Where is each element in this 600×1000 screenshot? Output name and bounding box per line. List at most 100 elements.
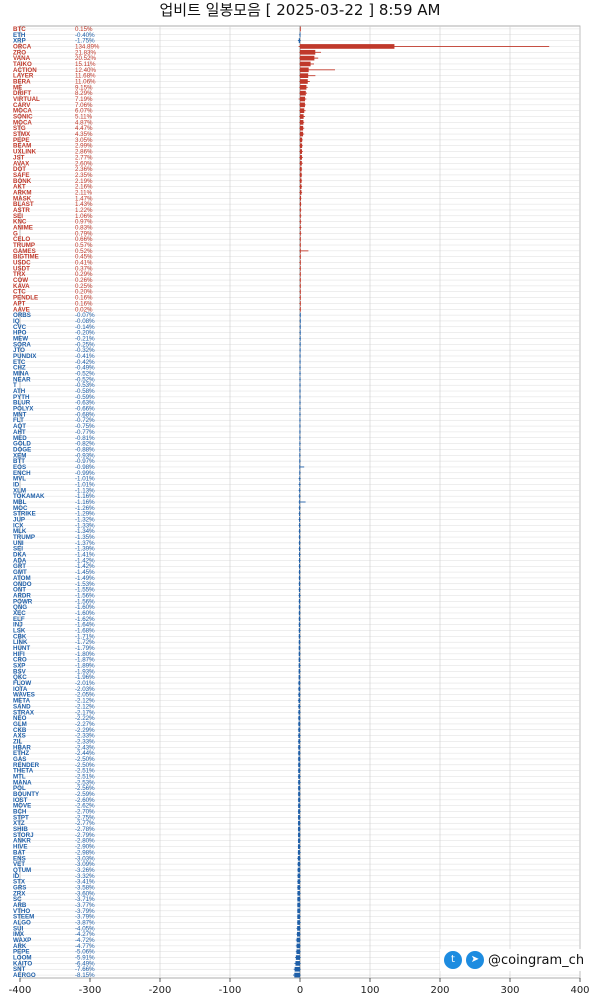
bar	[297, 879, 300, 884]
row-value: -1.39%	[75, 546, 95, 553]
row-name: BLUR	[13, 400, 31, 407]
bar	[299, 330, 301, 335]
bar	[299, 493, 300, 499]
bar	[300, 26, 301, 32]
row-name: SHIB	[13, 826, 28, 833]
row-value: -2.51%	[75, 768, 95, 775]
row-value: -6.49%	[75, 960, 95, 967]
row-name: DOGE	[13, 446, 31, 453]
row-name: CVC	[13, 324, 27, 331]
bar	[299, 563, 300, 569]
row-name: ETHZ	[13, 750, 29, 757]
row-value: -0.49%	[75, 365, 95, 372]
row-name: TAIKO	[13, 61, 32, 68]
bar	[298, 733, 300, 738]
row-name: USDT	[13, 265, 30, 272]
bar	[299, 458, 301, 464]
row-value: -8.15%	[75, 972, 95, 979]
row-value: -3.77%	[75, 902, 95, 909]
bar	[298, 727, 300, 733]
bar	[300, 61, 311, 67]
row-value: 2.77%	[75, 154, 93, 161]
row-value: -1.68%	[75, 627, 95, 634]
row-name: GAMES	[13, 248, 36, 255]
row-value: -2.12%	[75, 703, 95, 710]
row-value: -0.25%	[75, 341, 95, 348]
bar	[300, 143, 303, 149]
bar	[299, 318, 301, 324]
bar	[298, 791, 300, 797]
row-value: -1.01%	[75, 476, 95, 483]
row-name: EOS	[13, 464, 26, 471]
row-name: STORJ	[13, 832, 34, 839]
row-value: 12.40%	[75, 67, 96, 74]
bar	[297, 920, 300, 925]
row-value: -2.77%	[75, 820, 95, 827]
row-name: INJ	[13, 622, 23, 629]
bar	[299, 412, 301, 417]
row-name: GMT	[13, 569, 27, 576]
row-value: -0.93%	[75, 452, 95, 459]
x-tick-label: -300	[79, 985, 102, 996]
row-name: QKC	[13, 674, 27, 681]
row-value: -1.26%	[75, 505, 95, 512]
row-value: 1.47%	[75, 195, 93, 202]
row-name: STRAX	[13, 709, 35, 716]
bar	[299, 365, 301, 371]
bar	[300, 207, 301, 213]
row-name: XTZ	[13, 820, 25, 827]
bar	[300, 102, 305, 108]
bar	[299, 423, 301, 429]
row-name: TOKAMAK	[13, 493, 45, 500]
bar	[296, 937, 300, 943]
row-value: 0.37%	[75, 265, 93, 272]
bars	[293, 26, 550, 978]
bar	[299, 382, 301, 388]
x-tick-label: 200	[430, 985, 449, 996]
row-name: MASK	[13, 195, 32, 202]
row-value: 2.11%	[75, 189, 93, 196]
bar	[299, 32, 301, 38]
bar	[299, 371, 301, 376]
bar	[298, 651, 300, 657]
bar	[298, 739, 300, 744]
row-value: 2.36%	[75, 166, 93, 173]
x-tick-label: 400	[570, 985, 589, 996]
bar	[298, 774, 300, 779]
bar	[299, 347, 301, 353]
row-value: -2.51%	[75, 774, 95, 781]
bar	[299, 435, 301, 441]
row-value: 1.06%	[75, 213, 93, 220]
row-value: -0.53%	[75, 382, 95, 389]
row-name: IQ	[13, 318, 20, 325]
bar	[300, 219, 301, 224]
bar	[298, 698, 300, 703]
bar	[298, 645, 300, 651]
row-value: -0.98%	[75, 464, 95, 471]
row-name: HIFI	[13, 651, 25, 658]
row-value: -1.96%	[75, 674, 95, 681]
row-name: MLK	[13, 528, 27, 535]
bar	[298, 704, 300, 709]
row-name: STRIKE	[13, 511, 36, 518]
row-name: BTT	[13, 458, 25, 465]
row-value: 2.86%	[75, 149, 93, 156]
bar	[297, 844, 300, 849]
row-name: FLOW	[13, 680, 31, 687]
row-name: MVL	[13, 476, 26, 483]
row-value: -0.20%	[75, 330, 95, 337]
row-value: -1.53%	[75, 581, 95, 588]
row-name: T	[13, 382, 17, 389]
row-value: -0.99%	[75, 470, 95, 477]
row-name: LOOM	[13, 955, 32, 962]
bar	[299, 482, 301, 487]
row-value: -1.72%	[75, 639, 95, 646]
row-value: -3.32%	[75, 873, 95, 880]
row-name: ASTR	[13, 207, 30, 214]
row-value: -1.64%	[75, 622, 95, 629]
row-name: GOLD	[13, 441, 31, 448]
bar	[298, 581, 300, 587]
row-value: -0.08%	[75, 318, 95, 325]
row-value: -4.72%	[75, 937, 95, 944]
bar	[299, 312, 301, 318]
